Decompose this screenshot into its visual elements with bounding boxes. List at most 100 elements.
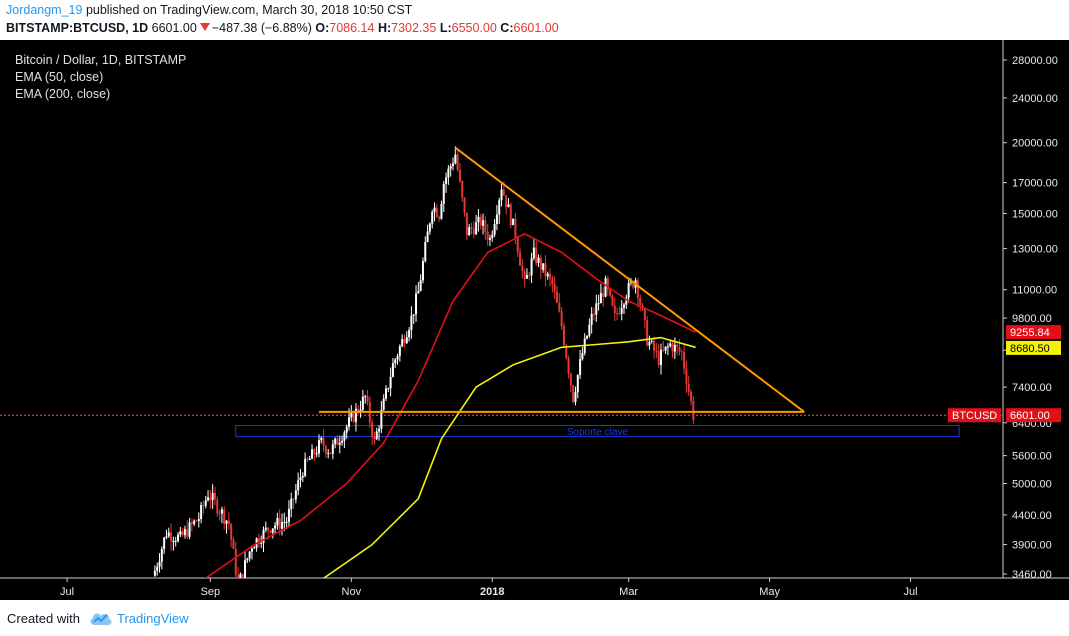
- ema50-price-tag: 9255.84: [1010, 327, 1050, 339]
- price-chart[interactable]: 28000.00 24000.00 20000.00 17000.00 15000.00…: [0, 40, 1069, 600]
- ema50-line: [205, 233, 696, 578]
- y-tick-label: 28000.00: [1012, 55, 1058, 67]
- candle-down: [202, 505, 205, 507]
- candle-up: [250, 548, 253, 552]
- candle-down: [336, 438, 339, 445]
- candle-down: [237, 575, 240, 578]
- candle-down: [223, 509, 226, 524]
- candle-down: [551, 278, 554, 285]
- created-with-text: Created with: [7, 611, 80, 626]
- candle-up: [495, 214, 498, 224]
- candle-up: [512, 218, 515, 226]
- y-tick-label: 4400.00: [1012, 510, 1052, 522]
- candle-up: [419, 280, 422, 291]
- candle-up: [666, 346, 669, 348]
- candle-up: [290, 498, 293, 510]
- legend-ema50[interactable]: EMA (50, close): [15, 70, 104, 84]
- candle-up: [174, 540, 177, 542]
- candle-up: [449, 166, 452, 169]
- candle-up: [431, 211, 434, 224]
- candle-down: [435, 207, 438, 217]
- candle-up: [417, 290, 420, 294]
- candle-up: [398, 346, 401, 357]
- publish-line: Jordangm_19 published on TradingView.com…: [6, 3, 412, 17]
- candle-down: [549, 273, 552, 279]
- candle-up: [493, 223, 496, 235]
- candle-up: [327, 452, 330, 454]
- candle-up: [248, 551, 251, 559]
- candle-up: [627, 282, 630, 298]
- candle-up: [491, 234, 494, 239]
- candle-up: [271, 528, 274, 533]
- candle-down: [458, 169, 461, 182]
- y-tick-label: 3460.00: [1012, 569, 1052, 581]
- candle-down: [209, 497, 212, 501]
- candle-up: [595, 303, 598, 315]
- low-value: 6550.00: [451, 21, 497, 35]
- candle-up: [220, 509, 223, 514]
- candle-down: [618, 313, 621, 315]
- candle-down: [190, 522, 193, 524]
- candle-down: [692, 400, 695, 421]
- x-tick-label: Jul: [60, 586, 74, 598]
- candle-up: [625, 297, 628, 305]
- last-price-tag: 6601.00: [1010, 410, 1050, 422]
- candle-up: [405, 337, 408, 344]
- candle-down: [366, 396, 369, 402]
- candle-down: [230, 524, 233, 540]
- candle-up: [468, 227, 471, 236]
- candle-down: [606, 278, 609, 290]
- candle-up: [597, 303, 600, 305]
- candle-down: [324, 446, 327, 454]
- candle-down: [269, 530, 272, 533]
- x-tick-label: 2018: [480, 586, 504, 598]
- legend-ema200[interactable]: EMA (200, close): [15, 87, 111, 101]
- published-text: published on TradingView.com, March 30, …: [85, 3, 413, 17]
- candle-down: [539, 257, 542, 270]
- candle-down: [479, 216, 482, 226]
- candle-down: [569, 373, 572, 386]
- symbol-tag: BTCUSD: [952, 410, 997, 422]
- tradingview-logo-icon[interactable]: [88, 609, 114, 627]
- candle-down: [218, 513, 221, 515]
- candle-up: [599, 293, 602, 304]
- candle-up: [262, 529, 265, 543]
- candle-up: [375, 431, 378, 440]
- candle-down: [227, 520, 230, 525]
- candle-up: [574, 392, 577, 403]
- candle-down: [181, 531, 184, 536]
- candle-up: [165, 536, 168, 538]
- chart-area[interactable]: 28000.00 24000.00 20000.00 17000.00 15000.00…: [0, 40, 1069, 600]
- candle-down: [461, 181, 464, 198]
- ema200-line: [323, 336, 696, 578]
- candle-up: [158, 561, 161, 567]
- candle-up: [424, 242, 427, 262]
- candle-up: [412, 314, 415, 316]
- candle-up: [410, 315, 413, 331]
- candle-down: [514, 218, 517, 238]
- candle-down: [565, 345, 568, 359]
- tradingview-link[interactable]: TradingView: [117, 611, 189, 626]
- candle-up: [604, 278, 607, 297]
- candle-up: [341, 440, 344, 443]
- candle-up: [354, 408, 357, 422]
- candle-down: [572, 385, 575, 403]
- candle-down: [234, 548, 237, 576]
- y-tick-label: 11000.00: [1012, 285, 1057, 297]
- candle-up: [193, 520, 196, 524]
- candle-up: [297, 480, 300, 491]
- candle-down: [690, 391, 693, 401]
- author-link[interactable]: Jordangm_19: [6, 3, 83, 17]
- ohlc-line: BITSTAMP:BTCUSD, 1D 6601.00 −487.38 (−6.8…: [6, 21, 559, 35]
- candle-down: [241, 573, 244, 578]
- candle-up: [304, 458, 307, 476]
- candle-down: [616, 313, 619, 315]
- candle-up: [664, 346, 667, 351]
- candle-up: [588, 324, 591, 336]
- candle-up: [320, 437, 323, 441]
- candle-down: [685, 368, 688, 384]
- candle-down: [528, 275, 531, 277]
- candle-up: [315, 453, 318, 455]
- candle-up: [498, 200, 501, 215]
- candle-up: [301, 475, 304, 478]
